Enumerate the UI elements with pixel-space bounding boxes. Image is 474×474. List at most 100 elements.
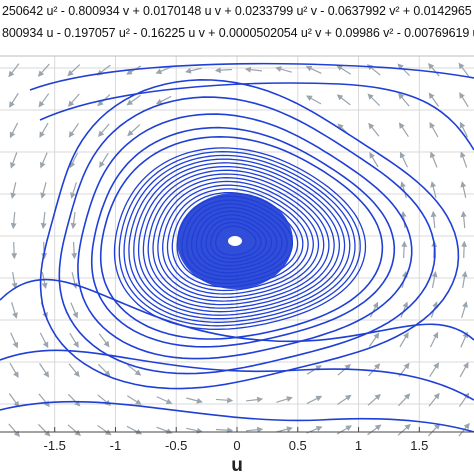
x-tick-label: 1 bbox=[355, 438, 362, 453]
vector-arrow bbox=[336, 65, 352, 75]
x-tick-label: -0.5 bbox=[165, 438, 187, 453]
vector-arrow bbox=[428, 63, 440, 77]
vector-arrow bbox=[40, 182, 47, 199]
vector-arrow bbox=[336, 94, 351, 106]
x-tick-label: 0 bbox=[233, 438, 240, 453]
vector-arrow bbox=[67, 64, 81, 77]
vector-arrow bbox=[398, 122, 409, 138]
vector-arrow bbox=[37, 63, 50, 77]
vector-arrow bbox=[460, 181, 467, 198]
vector-arrow bbox=[37, 423, 51, 437]
chart-title: 250642 u² - 0.800934 v + 0.0170148 u v +… bbox=[0, 0, 474, 56]
vector-arrow bbox=[337, 394, 352, 406]
vector-arrow bbox=[461, 301, 468, 318]
spiral-turn bbox=[113, 147, 367, 330]
vector-arrow bbox=[398, 393, 411, 407]
vector-arrow bbox=[400, 181, 407, 198]
vector-arrow bbox=[459, 121, 469, 138]
outer-trajectory bbox=[0, 349, 474, 401]
vector-arrow bbox=[185, 67, 202, 74]
vector-arrow bbox=[431, 270, 438, 288]
vector-arrow bbox=[186, 397, 203, 404]
vector-arrow bbox=[127, 364, 142, 376]
vector-arrow bbox=[11, 272, 18, 290]
spiral-turn bbox=[166, 188, 309, 292]
vector-arrow bbox=[39, 332, 49, 349]
vector-arrow bbox=[126, 94, 141, 106]
vector-arrow bbox=[275, 66, 292, 73]
spiral-turn bbox=[133, 162, 346, 316]
vector-arrow bbox=[397, 423, 411, 436]
vector-arrow bbox=[126, 395, 142, 405]
vector-arrow bbox=[9, 122, 19, 139]
vector-arrow bbox=[458, 62, 470, 77]
trajectory-loop bbox=[90, 126, 396, 348]
vector-arrow bbox=[429, 331, 439, 348]
vector-arrow bbox=[369, 152, 379, 168]
x-tick-label: -1.5 bbox=[43, 438, 65, 453]
vector-arrow bbox=[67, 93, 80, 107]
equation-line-1: 250642 u² - 0.800934 v + 0.0170148 u v +… bbox=[2, 4, 474, 18]
vector-arrow bbox=[70, 302, 79, 319]
vector-arrow bbox=[68, 123, 80, 138]
vector-arrow bbox=[245, 426, 264, 433]
vector-arrow bbox=[126, 425, 143, 435]
vector-arrow bbox=[38, 393, 50, 408]
vector-arrow bbox=[367, 393, 381, 406]
vector-arrow bbox=[39, 363, 50, 378]
vector-arrow bbox=[430, 210, 437, 229]
vector-arrow bbox=[10, 211, 17, 230]
vector-arrow bbox=[8, 63, 20, 78]
vector-arrow bbox=[399, 332, 409, 348]
vector-arrow bbox=[368, 122, 380, 137]
vector-arrow bbox=[276, 426, 293, 433]
vector-arrow bbox=[9, 362, 19, 378]
vector-arrow bbox=[38, 93, 50, 108]
outer-trajectory bbox=[29, 62, 474, 91]
vector-arrow bbox=[276, 396, 293, 403]
spiral-turn bbox=[152, 177, 325, 302]
vector-arrow bbox=[245, 396, 264, 403]
vector-arrow bbox=[460, 331, 469, 348]
x-tick-label: -1 bbox=[110, 438, 122, 453]
vector-arrow bbox=[214, 67, 233, 74]
vector-arrow bbox=[305, 95, 322, 105]
vector-arrow bbox=[306, 395, 323, 405]
vector-arrow bbox=[97, 424, 112, 436]
vector-arrow bbox=[429, 362, 440, 378]
vector-arrow bbox=[368, 332, 380, 347]
vector-arrow bbox=[70, 182, 77, 199]
spiral-turn bbox=[162, 184, 314, 295]
vector-arrow bbox=[428, 92, 440, 107]
vector-arrow bbox=[155, 66, 172, 74]
vector-arrow bbox=[127, 124, 141, 137]
trajectory-loop bbox=[39, 78, 460, 390]
spiral-turn bbox=[137, 165, 341, 313]
x-tick-label: 1.5 bbox=[410, 438, 428, 453]
vector-arrow bbox=[67, 393, 81, 407]
vector-arrow bbox=[69, 152, 79, 169]
vector-arrow bbox=[69, 332, 79, 348]
vector-arrow bbox=[39, 122, 49, 138]
vector-arrow bbox=[430, 181, 437, 198]
vector-arrow bbox=[10, 332, 19, 349]
vector-arrow bbox=[369, 301, 379, 318]
vector-arrow bbox=[68, 363, 80, 378]
vector-arrow bbox=[337, 364, 352, 376]
vector-arrow bbox=[71, 241, 78, 260]
vector-arrow bbox=[70, 211, 77, 230]
vector-arrow bbox=[67, 424, 82, 436]
vector-arrow bbox=[215, 427, 234, 434]
vector-arrow bbox=[429, 121, 439, 138]
trajectory-loop bbox=[58, 96, 436, 375]
spiral-turn bbox=[128, 158, 351, 320]
vector-arrow bbox=[461, 270, 468, 288]
vector-arrow bbox=[186, 427, 203, 434]
vector-arrow bbox=[40, 211, 47, 230]
vector-arrow bbox=[8, 393, 20, 408]
spiral-turn bbox=[147, 173, 330, 306]
spiral-turn bbox=[142, 169, 335, 309]
vector-arrow bbox=[39, 152, 48, 169]
vector-arrow bbox=[460, 210, 467, 229]
